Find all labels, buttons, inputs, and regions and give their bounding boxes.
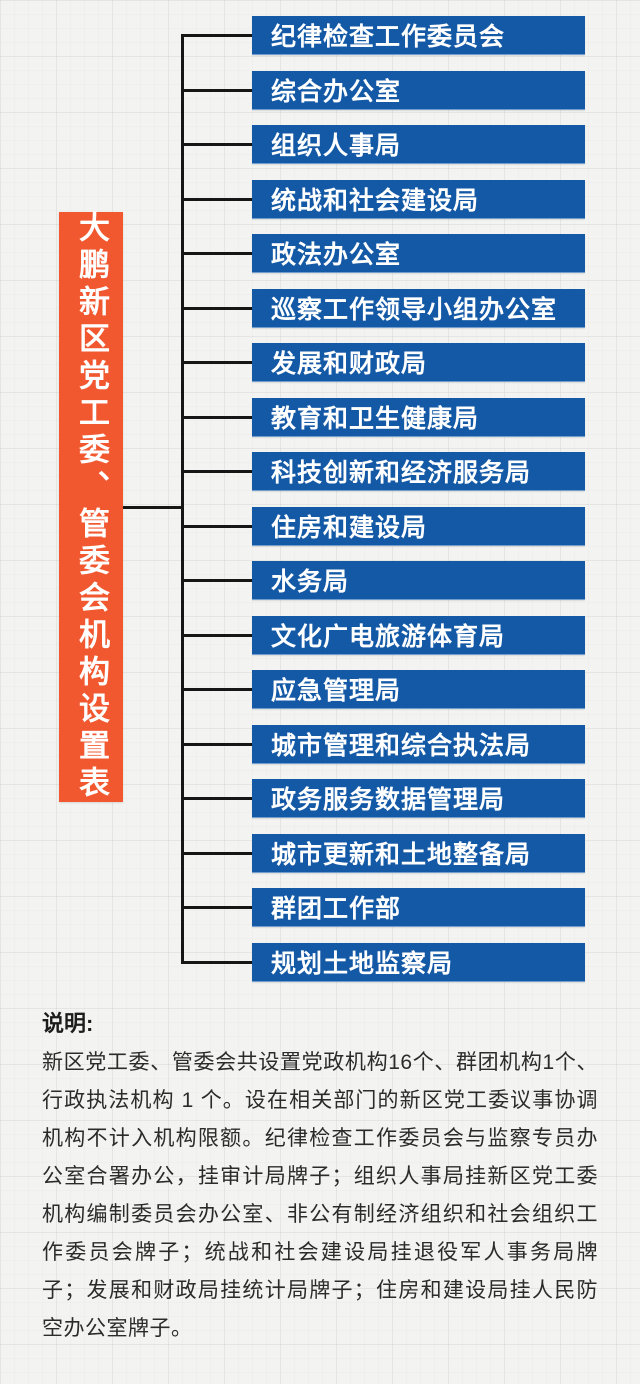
department-bar: 综合办公室 [252, 70, 585, 110]
branch-line [181, 742, 252, 746]
department-bar: 巡察工作领导小组办公室 [252, 288, 585, 328]
note-body: 新区党工委、管委会共设置党政机构16个、群团机构1个、行政执法机构 1 个。设在… [42, 1051, 598, 1340]
department-label: 政法办公室 [271, 241, 402, 269]
department-bar: 规划土地监察局 [252, 942, 585, 982]
department-label: 巡察工作领导小组办公室 [271, 295, 558, 324]
department-label: 组织人事局 [271, 132, 402, 160]
department-bar: 住房和建设局 [252, 506, 585, 546]
department-bar: 文化广电旅游体育局 [252, 615, 585, 655]
trunk-line [181, 34, 184, 964]
department-bar: 统战和社会建设局 [252, 179, 585, 219]
department-label: 水务局 [271, 568, 350, 596]
department-label: 规划土地监察局 [271, 949, 454, 978]
department-label: 住房和建设局 [271, 513, 428, 542]
root-title-text: 大鹏新区党工委、管委会机构设置表 [74, 211, 109, 803]
note-heading: 说明: [42, 1011, 94, 1036]
note-section: 说明: 新区党工委、管委会共设置党政机构16个、群团机构1个、行政执法机构 1 … [42, 1006, 598, 1348]
department-bar: 群团工作部 [252, 888, 585, 927]
branch-line [181, 34, 252, 37]
branch-line [181, 470, 252, 473]
department-bar: 发展和财政局 [252, 343, 585, 382]
department-label: 城市管理和综合执法局 [271, 731, 532, 760]
department-bar: 科技创新和经济服务局 [252, 452, 585, 491]
branch-line [181, 306, 252, 310]
department-bar: 城市更新和土地整备局 [252, 833, 585, 873]
branch-line [181, 524, 252, 528]
department-bar: 纪律检查工作委员会 [252, 16, 585, 55]
department-label: 发展和财政局 [271, 350, 428, 378]
department-label: 群团工作部 [271, 895, 402, 923]
department-label: 科技创新和经济服务局 [271, 459, 532, 487]
department-label: 统战和社会建设局 [271, 186, 480, 215]
department-bar: 教育和卫生健康局 [252, 397, 585, 437]
branch-line [181, 851, 252, 855]
branch-line [181, 197, 252, 201]
branch-line [181, 361, 252, 364]
branch-line [181, 960, 252, 964]
branch-line [181, 633, 252, 637]
department-label: 教育和卫生健康局 [271, 404, 480, 433]
department-bar: 政法办公室 [252, 234, 585, 273]
branch-line [181, 415, 252, 419]
branch-line [181, 688, 252, 691]
root-title-box: 大鹏新区党工委、管委会机构设置表 [59, 211, 123, 803]
department-bar: 组织人事局 [252, 125, 585, 164]
branch-line [181, 143, 252, 146]
branch-line [181, 88, 252, 92]
department-label: 政务服务数据管理局 [271, 786, 506, 814]
department-bar: 应急管理局 [252, 670, 585, 709]
branch-line [181, 579, 252, 582]
branch-line [181, 797, 252, 800]
department-bar: 水务局 [252, 561, 585, 600]
department-label: 文化广电旅游体育局 [271, 622, 506, 651]
department-label: 综合办公室 [271, 77, 402, 106]
department-label: 城市更新和土地整备局 [271, 840, 532, 869]
department-label: 应急管理局 [271, 677, 402, 705]
department-label: 纪律检查工作委员会 [271, 23, 506, 51]
department-bar: 政务服务数据管理局 [252, 779, 585, 818]
branch-line [181, 252, 252, 255]
root-connector-line [123, 506, 183, 509]
department-bar: 城市管理和综合执法局 [252, 724, 585, 764]
branch-line [181, 906, 252, 909]
